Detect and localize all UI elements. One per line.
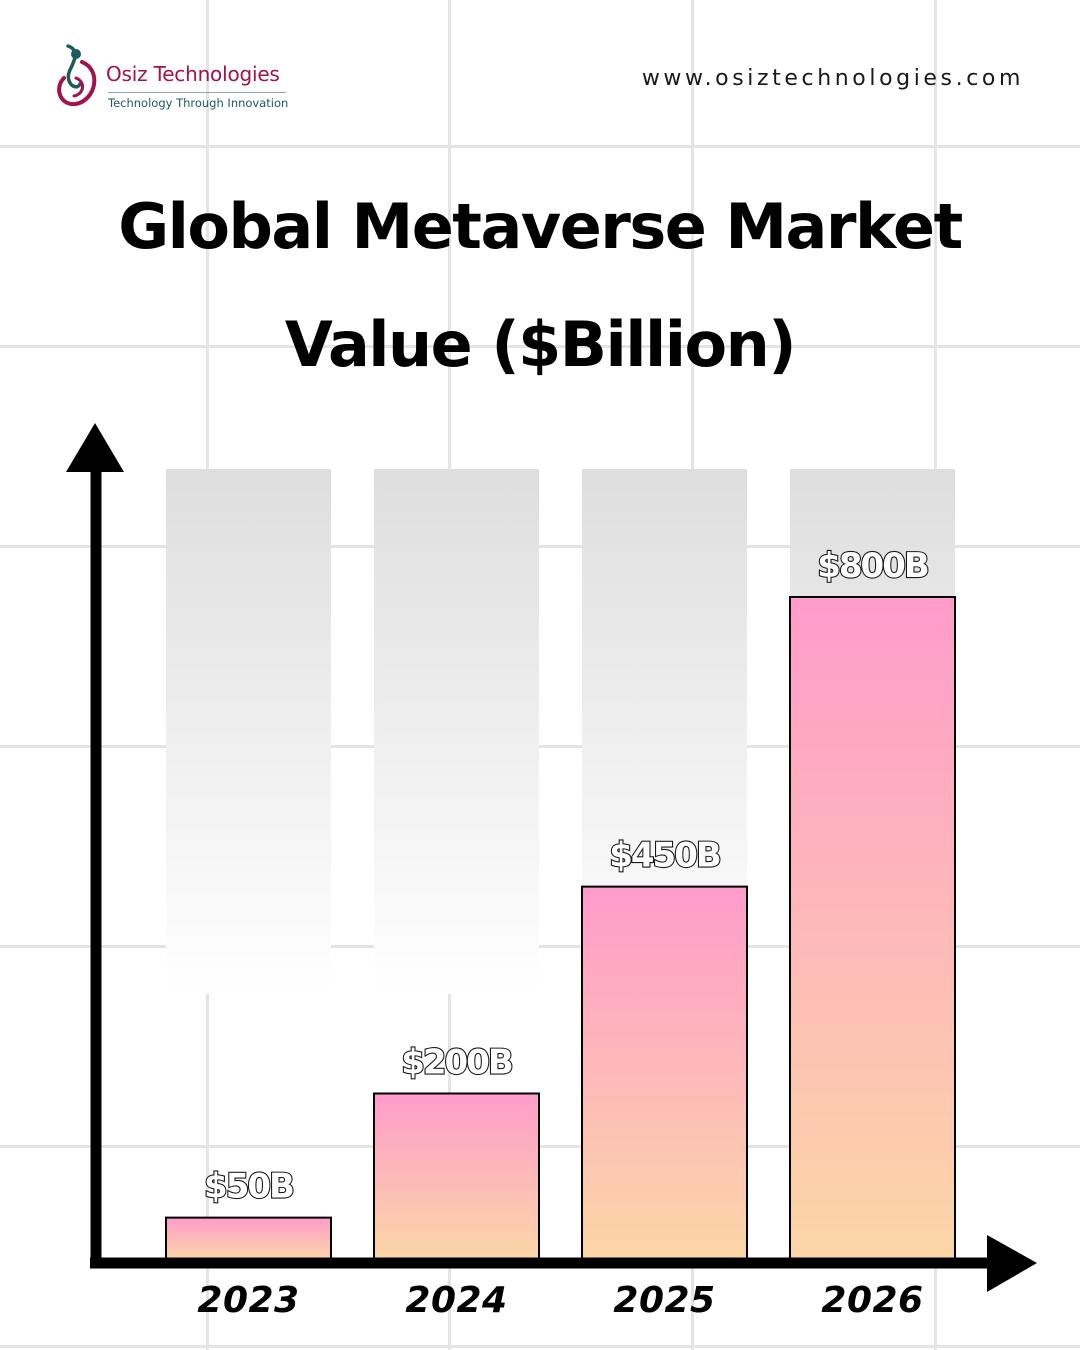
website-url: www.osiztechnologies.com — [641, 66, 1024, 91]
brand-name: Osiz Technologies — [106, 62, 280, 86]
data-label-2023: $50B — [204, 1167, 293, 1207]
x-tick-label-2025: 2025 — [613, 1280, 715, 1321]
osiz-logo-icon — [57, 44, 97, 107]
chart-title-line-2: Value ($Billion) — [284, 308, 797, 381]
bar-2024 — [373, 1092, 540, 1260]
brand-divider — [108, 92, 286, 93]
grid-line-horizontal — [0, 745, 1080, 748]
bar-track-2024 — [374, 469, 539, 994]
bar-2025 — [581, 885, 748, 1260]
grid-line-horizontal — [0, 545, 1080, 548]
grid-line-horizontal — [0, 345, 1080, 348]
x-tick-label-2023: 2023 — [197, 1280, 299, 1321]
bar-2026 — [789, 596, 956, 1260]
chart-title-line-1: Global Metaverse Market — [118, 190, 963, 263]
grid-line-horizontal — [0, 945, 1080, 948]
y-axis-arrow — [66, 423, 124, 472]
grid-line-horizontal — [0, 1345, 1080, 1348]
x-axis-arrow — [987, 1235, 1037, 1292]
bar-2023 — [165, 1216, 332, 1260]
bar-track-2023 — [166, 469, 331, 994]
x-tick-label-2024: 2024 — [405, 1280, 507, 1321]
x-tick-label-2026: 2026 — [821, 1280, 923, 1321]
brand-tagline: Technology Through Innovation — [108, 96, 289, 110]
grid-line-horizontal — [0, 145, 1080, 148]
data-label-2025: $450B — [609, 836, 720, 876]
chart-title: Global Metaverse Market Value ($Billion) — [0, 168, 1080, 404]
data-label-2026: $800B — [817, 546, 928, 586]
data-label-2024: $200B — [401, 1043, 512, 1083]
